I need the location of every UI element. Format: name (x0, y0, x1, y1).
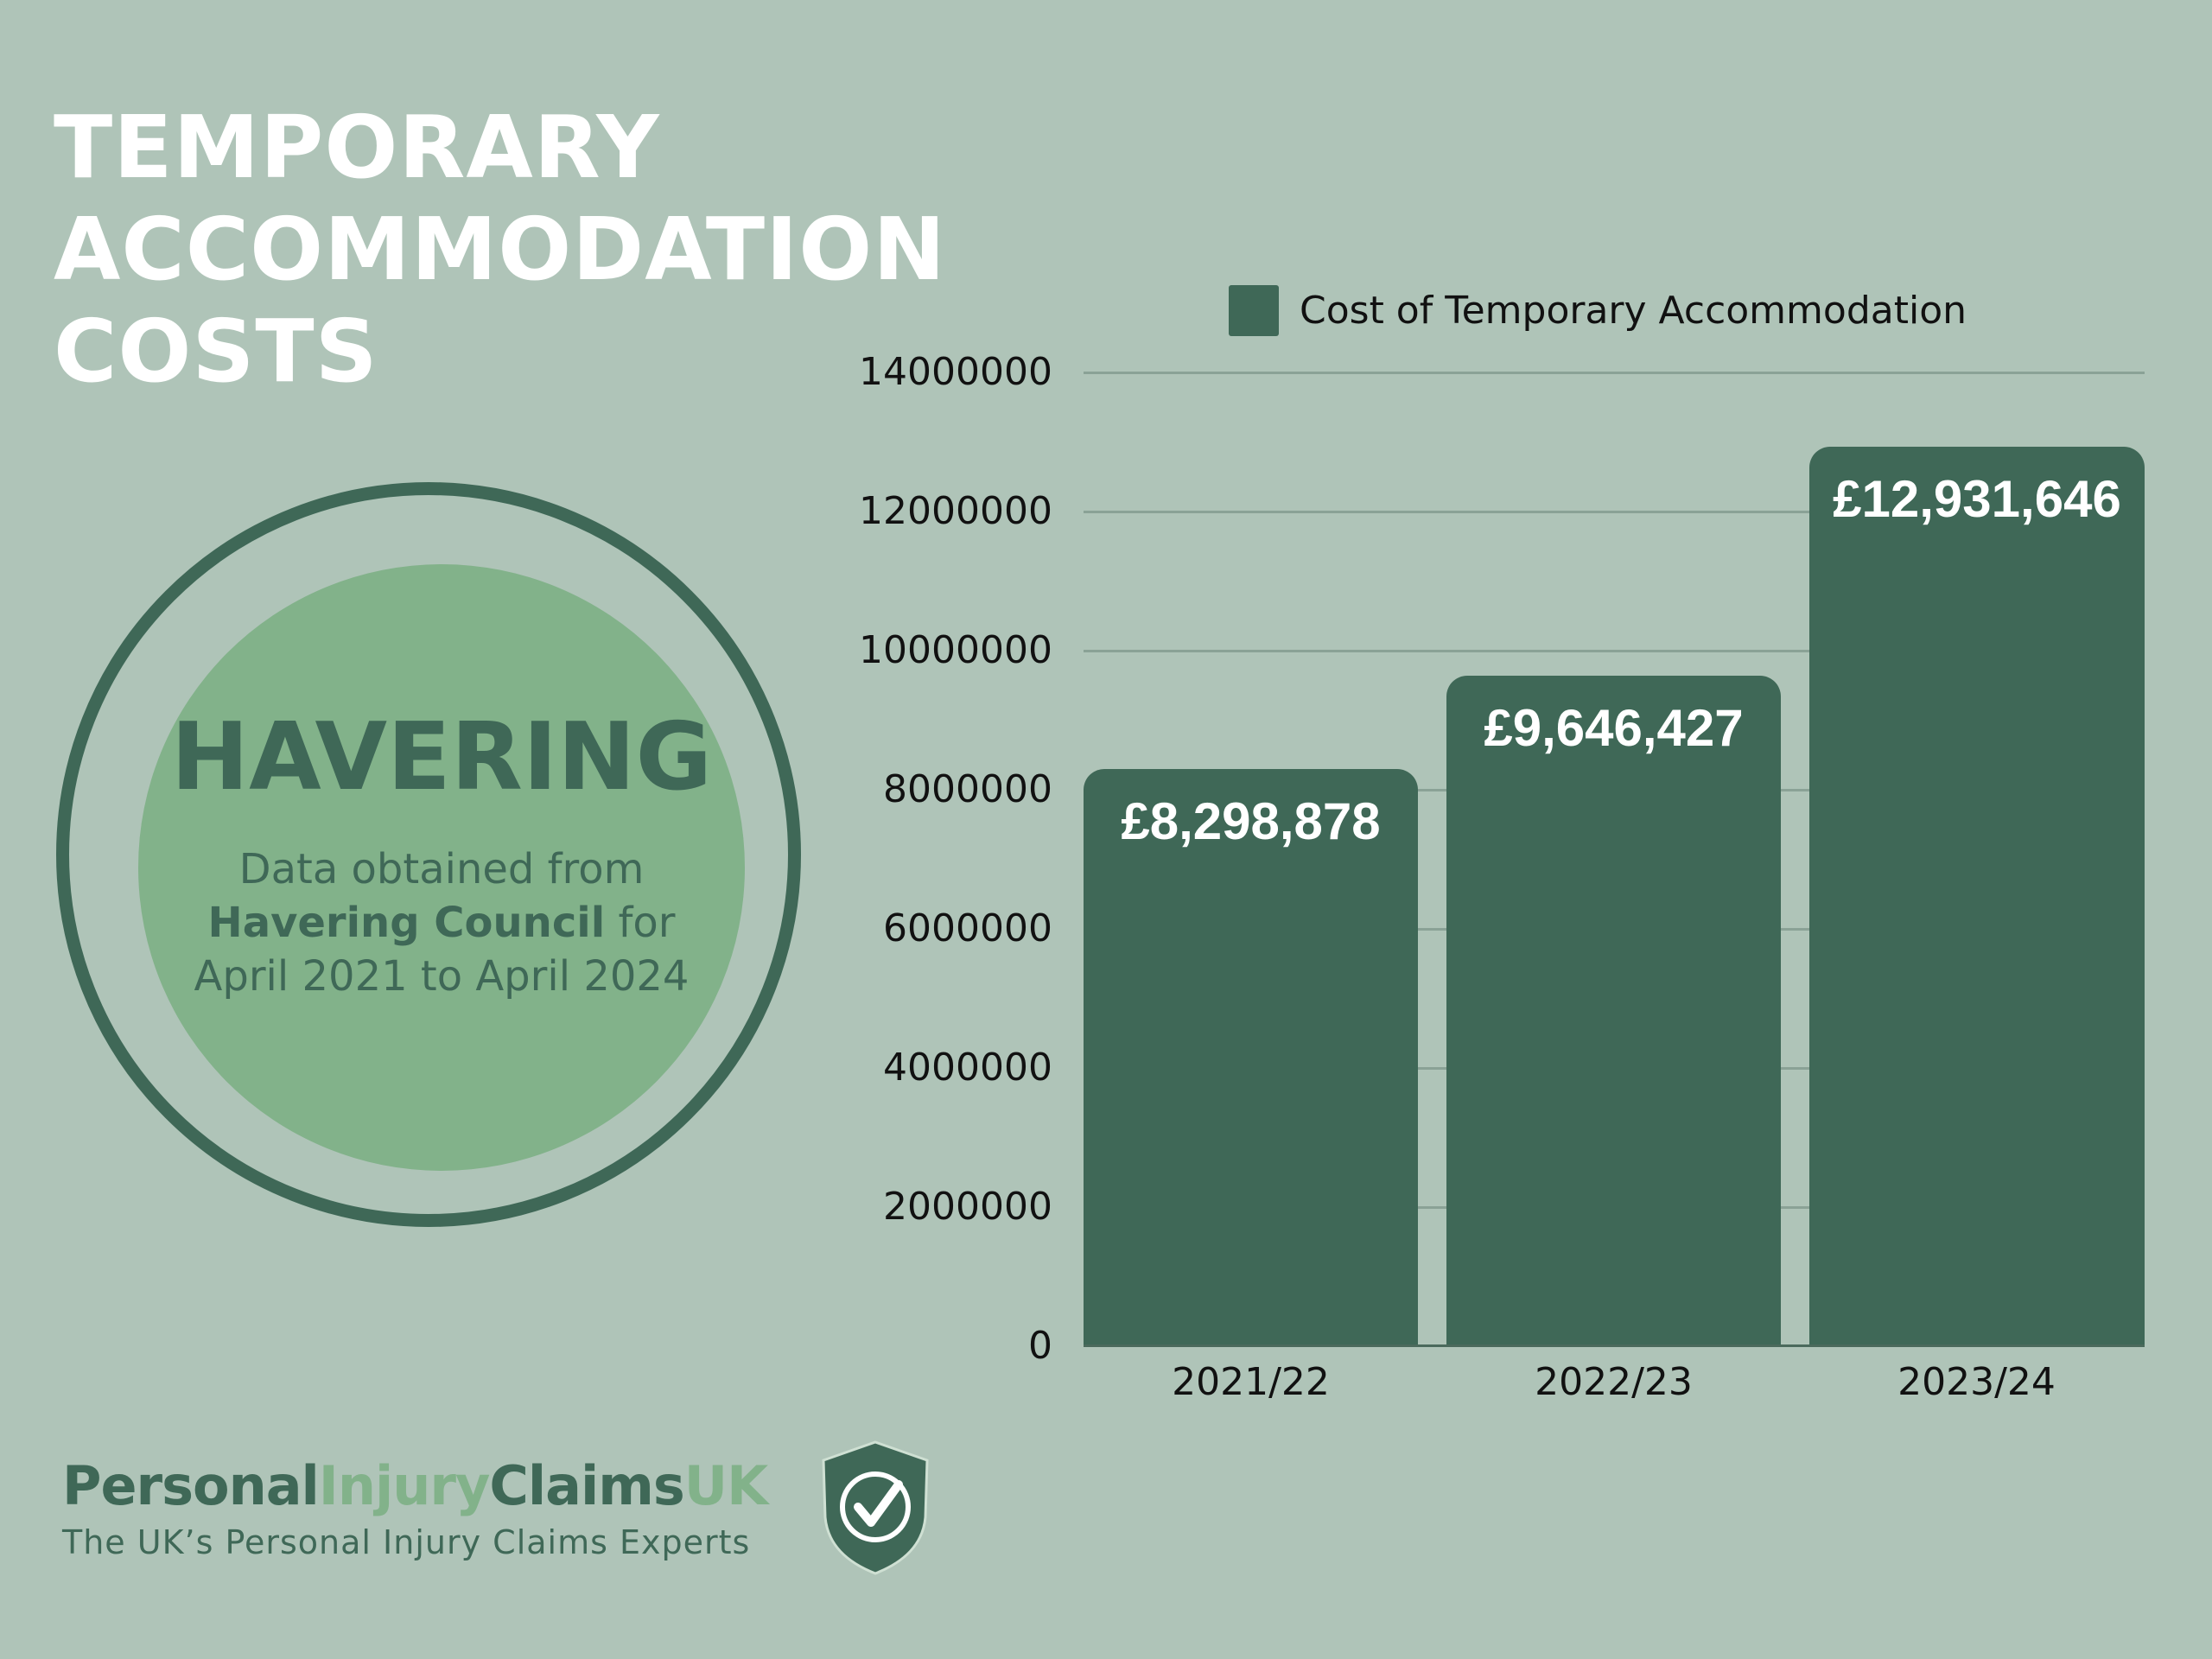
title-line-3: COSTS (54, 301, 378, 402)
badge-disc (138, 564, 745, 1171)
bar-2021-22: £8,298,878 (1084, 769, 1418, 1346)
legend-label: Cost of Temporary Accommodation (1300, 289, 1967, 333)
title-line-1: TEMPORARY (54, 97, 660, 198)
bar-2023-24: £12,931,646 (1809, 447, 2145, 1346)
gridline-12m (1084, 511, 2145, 513)
data-source-note: Data obtained from Havering Council for … (138, 842, 745, 1003)
y-tick-label: 8000000 (883, 767, 1052, 811)
bar-value-label: £8,298,878 (1121, 792, 1381, 850)
shield-check-icon (822, 1440, 929, 1575)
y-tick-label: 4000000 (883, 1046, 1052, 1090)
legend-swatch (1229, 285, 1279, 336)
x-tick-label: 2023/24 (1897, 1360, 2056, 1404)
chart-legend: Cost of Temporary Accommodation (1229, 285, 1967, 336)
source-for: for (605, 899, 676, 947)
y-tick-label: 10000000 (859, 628, 1052, 672)
source-council: Havering Council (207, 899, 606, 947)
source-line-3: April 2021 to April 2024 (194, 952, 690, 1001)
x-tick-label: 2021/22 (1172, 1360, 1330, 1404)
y-tick-label: 6000000 (883, 906, 1052, 950)
logo-word-claims: Claims (489, 1454, 684, 1517)
region-name: HAVERING (170, 703, 713, 811)
logo-word-personal: Personal (62, 1454, 320, 1517)
x-axis-line (1084, 1344, 2145, 1347)
y-tick-label: 0 (1028, 1324, 1052, 1368)
gridline-10m (1084, 650, 2145, 652)
brand-tagline: The UK’s Personal Injury Claims Experts (62, 1523, 751, 1561)
gridline-14m (1084, 372, 2145, 374)
page-title: TEMPORARY ACCOMMODATION COSTS (54, 97, 946, 403)
y-tick-label: 12000000 (859, 489, 1052, 533)
x-tick-label: 2022/23 (1535, 1360, 1693, 1404)
bar-value-label: £12,931,646 (1833, 470, 2121, 528)
y-tick-label: 2000000 (883, 1185, 1052, 1229)
bar-2022-23: £9,646,427 (1446, 676, 1781, 1346)
logo-word-injury: Injury (318, 1454, 491, 1517)
bar-value-label: £9,646,427 (1484, 699, 1744, 757)
title-line-2: ACCOMMODATION (54, 199, 946, 300)
brand-logo: PersonalInjuryClaimsUK (62, 1454, 768, 1517)
source-line-2: Havering Council for (138, 896, 745, 950)
y-tick-label: 14000000 (859, 350, 1052, 394)
logo-word-uk: UK (683, 1454, 768, 1517)
source-line-1: Data obtained from (238, 845, 645, 893)
